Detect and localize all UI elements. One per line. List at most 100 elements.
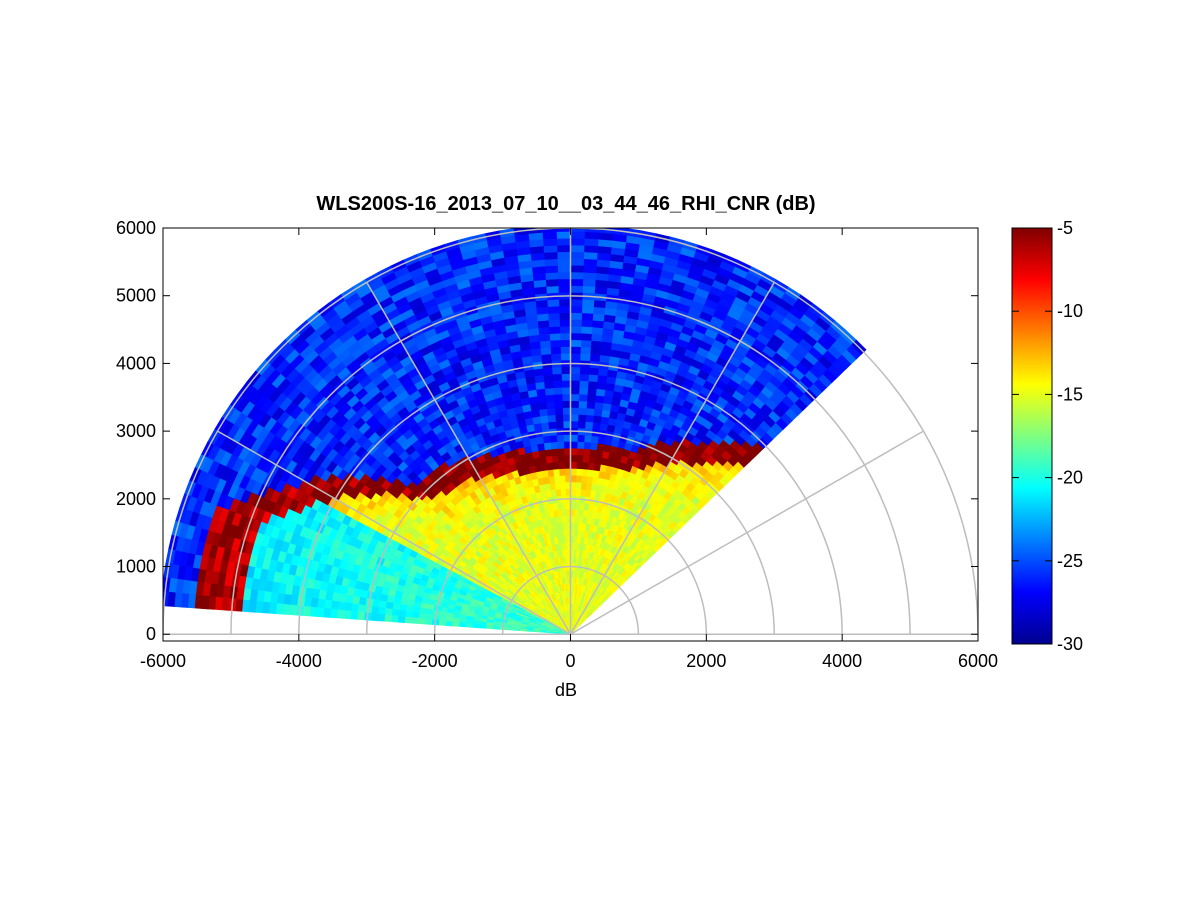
- heatmap-cell: [580, 475, 588, 484]
- heatmap-cell: [570, 237, 585, 246]
- heatmap-cell: [377, 607, 386, 616]
- heatmap-cell: [588, 455, 596, 464]
- heatmap-cell: [404, 610, 413, 618]
- heatmap-cell: [410, 617, 419, 624]
- heatmap-cell: [424, 618, 433, 625]
- polar-spoke: [217, 430, 571, 635]
- heatmap-cell: [582, 265, 597, 274]
- heatmap-cell: [549, 332, 561, 341]
- heatmap-cell: [558, 305, 571, 314]
- heatmap-cell: [397, 609, 407, 618]
- colorbar-ticks: -5 -10 -15 -20 -25 -30: [1012, 218, 1083, 654]
- heatmap-cell: [558, 312, 571, 320]
- heatmap-cell: [575, 488, 582, 497]
- heatmap-cell: [350, 603, 359, 613]
- heatmap-cell: [562, 413, 571, 422]
- heatmap-cell: [561, 400, 571, 408]
- y-tick-label: 5000: [116, 286, 156, 306]
- heatmap-cell: [539, 340, 551, 349]
- heatmap-cell: [578, 393, 588, 402]
- heatmap-cell: [536, 394, 547, 404]
- heatmap-cell: [574, 508, 580, 517]
- heatmap-cell: [556, 237, 571, 246]
- heatmap-cell: [541, 231, 557, 240]
- heatmap-cell: [323, 599, 333, 610]
- heatmap-cell: [583, 238, 599, 247]
- heatmap-cell: [584, 231, 600, 240]
- heatmap-cell: [585, 482, 593, 491]
- x-tick-label: 6000: [958, 651, 998, 671]
- heatmap-cell: [564, 481, 571, 490]
- heatmap-cell: [540, 353, 552, 362]
- heatmap-cell: [391, 602, 401, 611]
- heatmap-cell: [573, 542, 578, 551]
- heatmap-cell: [564, 461, 571, 469]
- heatmap-cell: [539, 415, 549, 424]
- heatmap-cell: [561, 373, 571, 381]
- heatmap-cell: [556, 251, 571, 260]
- heatmap-cell: [556, 231, 571, 239]
- heatmap-cell: [438, 620, 446, 626]
- heatmap-cell: [570, 305, 583, 314]
- heatmap-cell: [465, 622, 473, 628]
- heatmap-cell: [537, 326, 550, 335]
- heatmap-cell: [451, 621, 460, 627]
- heatmap-cell: [581, 312, 594, 321]
- y-tick-label: 0: [146, 624, 156, 644]
- heatmap-cell: [580, 339, 592, 348]
- heatmap-cell: [582, 285, 596, 294]
- heatmap-cell: [492, 625, 500, 630]
- heatmap-cell: [547, 421, 557, 430]
- heatmap-cell: [555, 420, 564, 429]
- heatmap-cell: [536, 313, 549, 322]
- heatmap-cell: [570, 312, 583, 320]
- heatmap-cell: [542, 367, 553, 376]
- heatmap-cell: [552, 468, 560, 477]
- heatmap-cell: [556, 258, 571, 266]
- heatmap-cell: [570, 420, 579, 429]
- heatmap-cell: [556, 244, 571, 253]
- heatmap-cell: [329, 608, 338, 619]
- heatmap-cell: [593, 401, 604, 410]
- heatmap-cell: [574, 501, 581, 510]
- heatmap-cell: [570, 278, 584, 287]
- heatmap-cell: [570, 474, 577, 483]
- heatmap-cell: [578, 502, 585, 511]
- heatmap-cell: [397, 615, 406, 624]
- heatmap-cell: [471, 623, 480, 629]
- heatmap-cell: [545, 278, 559, 287]
- heatmap-cell: [559, 332, 571, 341]
- heatmap-cell: [579, 353, 591, 362]
- heatmap-cell: [563, 434, 571, 442]
- heatmap-cell: [575, 461, 583, 470]
- x-tick-label: -6000: [140, 651, 186, 671]
- heatmap-cell: [545, 285, 559, 294]
- heatmap-cell: [582, 454, 590, 463]
- heatmap-cell: [552, 386, 563, 395]
- heatmap-cell: [302, 605, 311, 617]
- polar-spoke: [569, 282, 775, 635]
- heatmap-cell: [582, 448, 591, 457]
- heatmap-cell: [580, 326, 593, 335]
- heatmap-cell: [337, 601, 346, 611]
- heatmap-cell: [577, 413, 587, 422]
- heatmap-cell: [370, 613, 379, 622]
- heatmap-cell: [540, 421, 550, 431]
- heatmap-cell: [404, 616, 413, 624]
- heatmap-cell: [336, 609, 345, 619]
- heatmap-cell: [586, 475, 594, 484]
- heatmap-cell: [593, 408, 603, 417]
- heatmap-cell: [581, 298, 595, 308]
- heatmap-cell: [557, 264, 571, 273]
- heatmap-cell: [261, 601, 271, 614]
- colorbar: [1011, 227, 1053, 645]
- heatmap-cell: [559, 339, 571, 348]
- heatmap-cell: [575, 481, 582, 490]
- y-axis: 0 1000 2000 3000 4000 5000 6000: [116, 218, 978, 644]
- heatmap-cell: [548, 319, 561, 328]
- heatmap-cell: [542, 244, 558, 253]
- heatmap-cell: [505, 627, 514, 631]
- heatmap-cell: [390, 615, 399, 623]
- heatmap-cell: [538, 333, 551, 342]
